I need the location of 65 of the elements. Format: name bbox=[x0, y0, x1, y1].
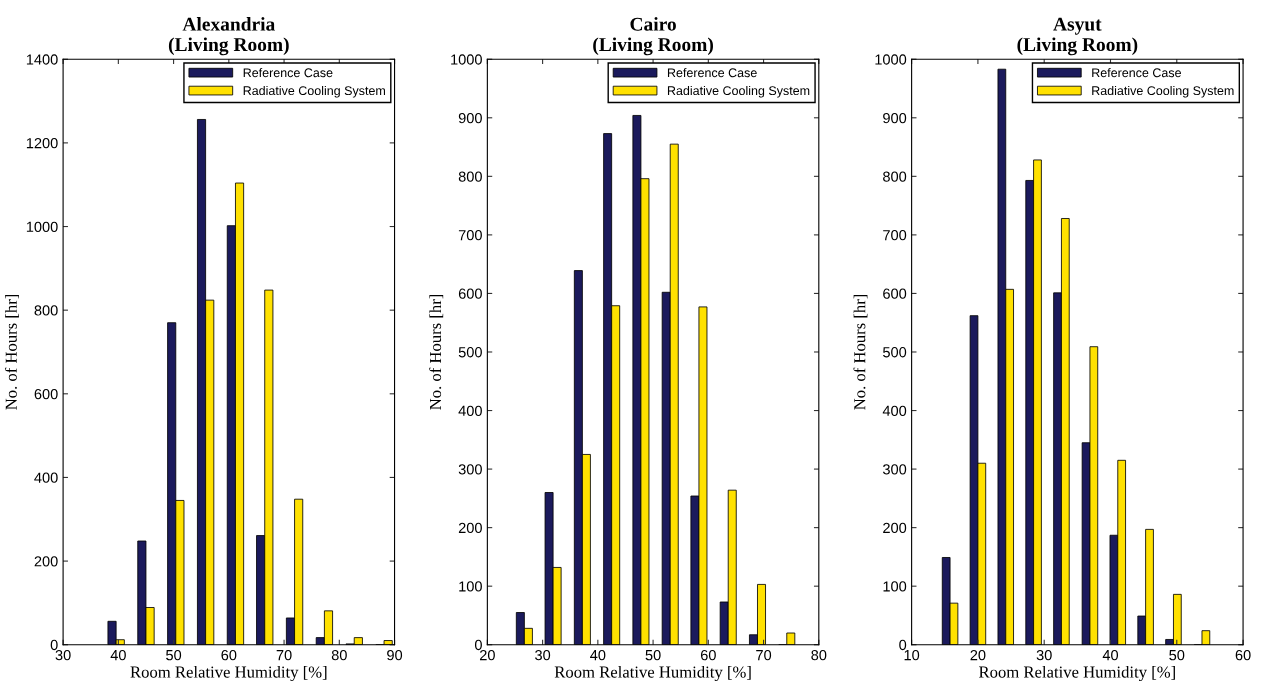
y-tick-label: 800 bbox=[458, 171, 482, 182]
y-tick-label: 1000 bbox=[451, 54, 482, 65]
legend-label: Radiative Cooling System bbox=[667, 85, 810, 98]
y-tick-label: 300 bbox=[458, 464, 482, 475]
x-tick-label: 30 bbox=[535, 649, 551, 661]
x-tick-label: 20 bbox=[970, 649, 986, 661]
y-tick-label: 300 bbox=[882, 464, 907, 475]
x-tick-label: 60 bbox=[1235, 649, 1251, 661]
chart-title: Alexandria (Living Room) bbox=[168, 17, 289, 56]
y-tick-label: 800 bbox=[883, 171, 907, 182]
y-axis-title: No. of Hours [hr] bbox=[429, 294, 444, 410]
y-tick-label: 1400 bbox=[26, 54, 58, 65]
x-axis-title: Room Relative Humidity [%] bbox=[554, 665, 751, 682]
legend-label: Radiative Cooling System bbox=[1092, 85, 1234, 98]
x-tick-label: 70 bbox=[276, 649, 292, 661]
y-tick-label: 900 bbox=[458, 112, 482, 124]
y-tick-label: 400 bbox=[882, 405, 907, 416]
y-tick-label: 100 bbox=[459, 581, 482, 592]
x-tick-label: 30 bbox=[1036, 649, 1052, 661]
chart-title: Cairo (Living Room) bbox=[593, 17, 713, 56]
y-tick-label: 500 bbox=[458, 347, 482, 358]
y-tick-label: 400 bbox=[458, 405, 482, 416]
legend-label: Radiative Cooling System bbox=[243, 85, 385, 98]
chart-title: Asyut (Living Room) bbox=[1017, 17, 1138, 56]
y-tick-label: 700 bbox=[458, 229, 482, 241]
x-tick-label: 50 bbox=[645, 649, 661, 661]
x-tick-label: 50 bbox=[166, 649, 182, 661]
y-tick-label: 600 bbox=[458, 288, 482, 299]
x-tick-label: 30 bbox=[55, 649, 71, 661]
x-axis-title: Room Relative Humidity [%] bbox=[130, 665, 327, 682]
x-tick-label: 80 bbox=[811, 649, 827, 661]
x-tick-label: 50 bbox=[1169, 649, 1185, 661]
y-tick-label: 400 bbox=[34, 472, 58, 483]
y-tick-label: 0 bbox=[899, 639, 907, 651]
x-tick-label: 60 bbox=[700, 649, 716, 661]
y-tick-label: 200 bbox=[458, 522, 482, 534]
y-axis-title: No. of Hours [hr] bbox=[853, 294, 868, 410]
x-tick-label: 20 bbox=[479, 649, 495, 661]
y-tick-label: 500 bbox=[883, 347, 907, 358]
y-tick-label: 200 bbox=[34, 556, 58, 567]
y-tick-label: 200 bbox=[883, 522, 907, 534]
y-tick-label: 100 bbox=[883, 581, 907, 592]
y-tick-label: 600 bbox=[883, 288, 907, 299]
x-tick-label: 40 bbox=[590, 649, 606, 661]
y-tick-label: 1200 bbox=[26, 137, 58, 149]
y-tick-label: 600 bbox=[34, 388, 58, 400]
x-tick-label: 10 bbox=[904, 649, 920, 661]
y-tick-label: 0 bbox=[474, 639, 482, 651]
y-tick-label: 1000 bbox=[26, 221, 58, 232]
y-tick-label: 1000 bbox=[875, 54, 907, 65]
legend-label: Reference Case bbox=[1092, 68, 1181, 78]
x-tick-label: 90 bbox=[387, 649, 403, 661]
x-axis-title: Room Relative Humidity [%] bbox=[978, 665, 1175, 682]
y-tick-label: 0 bbox=[50, 639, 58, 651]
y-tick-label: 800 bbox=[34, 305, 58, 316]
x-tick-label: 70 bbox=[756, 649, 772, 661]
y-axis-title: No. of Hours [hr] bbox=[4, 294, 19, 410]
legend-label: Reference Case bbox=[667, 68, 757, 78]
x-tick-label: 40 bbox=[1102, 649, 1119, 661]
legend-label: Reference Case bbox=[243, 68, 333, 78]
x-tick-label: 60 bbox=[221, 649, 237, 661]
x-tick-label: 80 bbox=[331, 649, 347, 661]
x-tick-label: 40 bbox=[110, 649, 126, 661]
y-tick-label: 900 bbox=[883, 112, 907, 124]
y-tick-label: 700 bbox=[883, 229, 907, 241]
